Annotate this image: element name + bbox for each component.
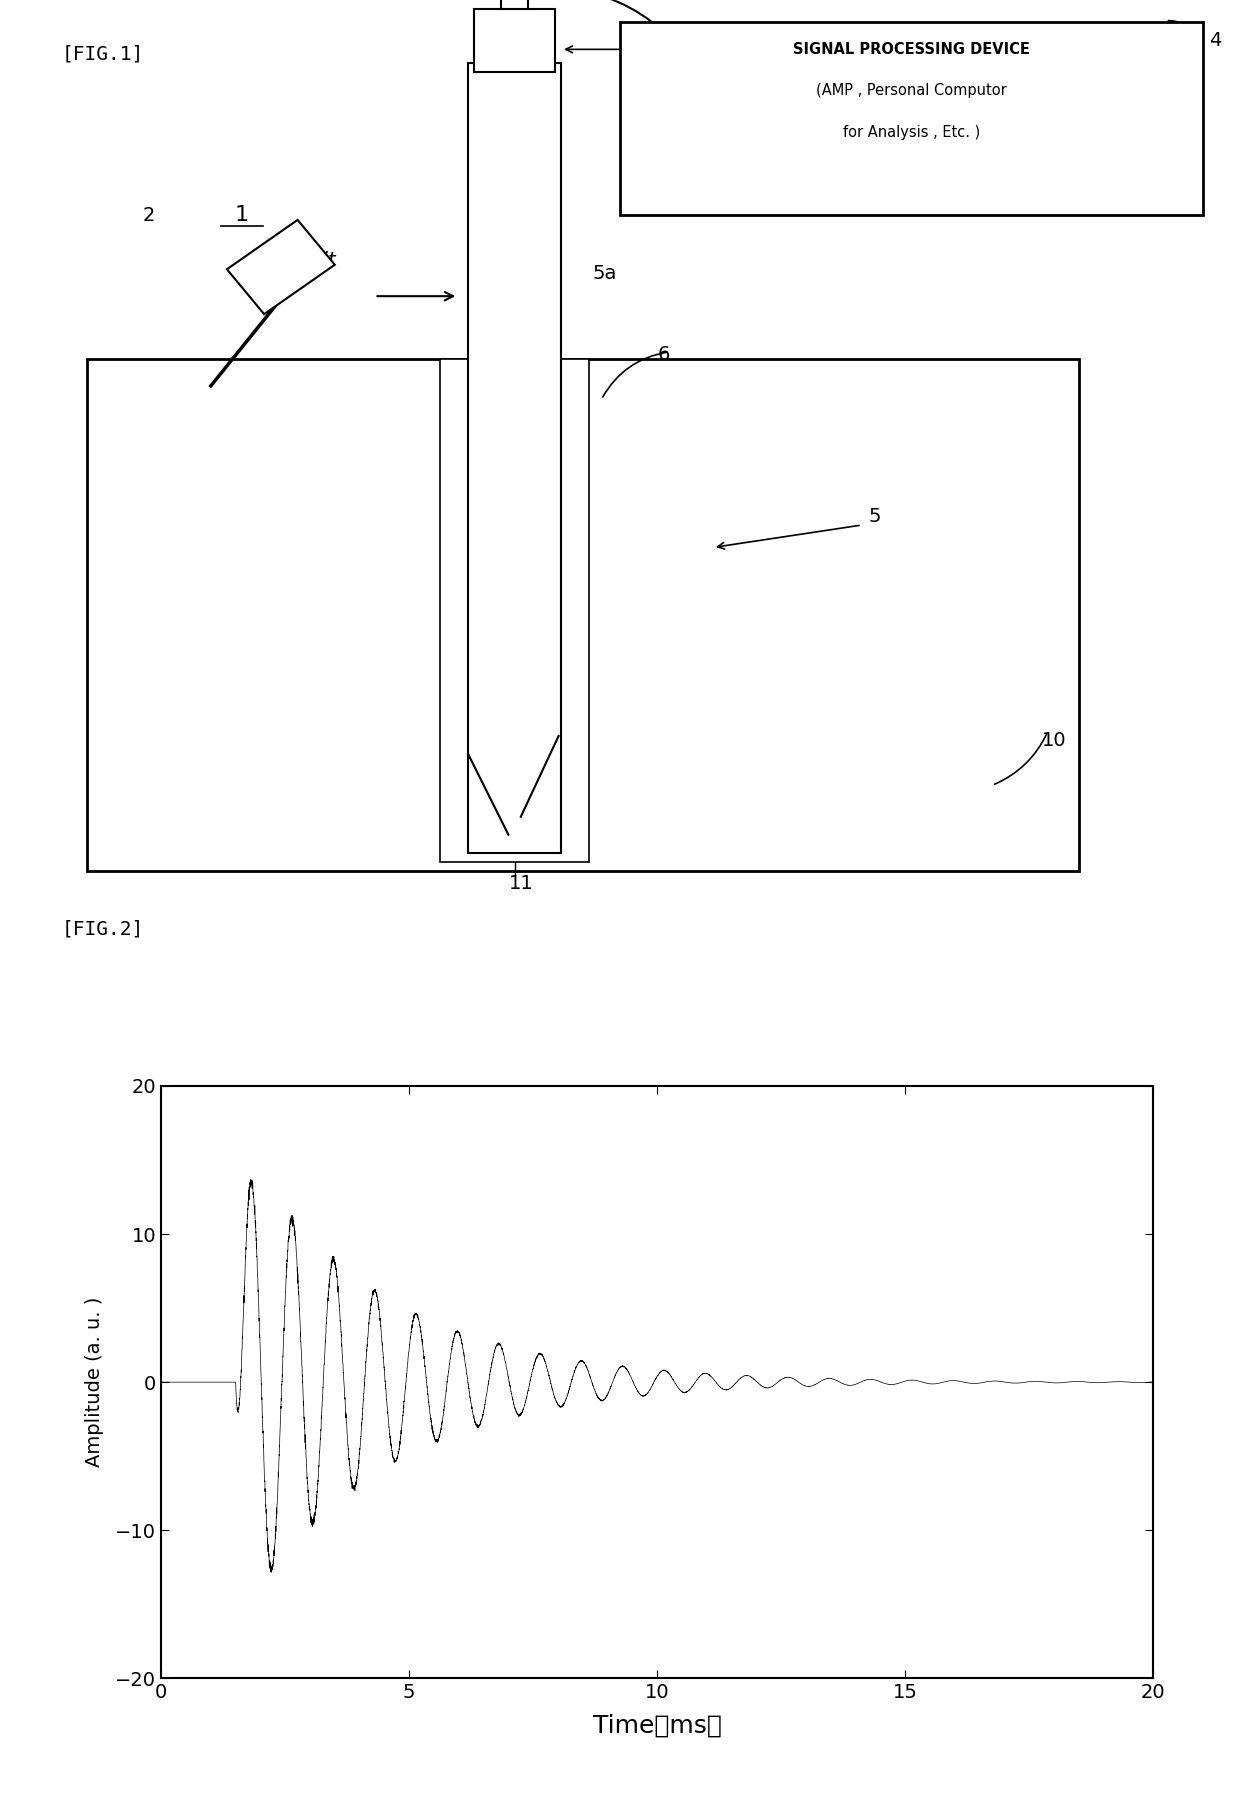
Text: 5: 5: [868, 506, 880, 526]
Text: SIGNAL PROCESSING DEVICE: SIGNAL PROCESSING DEVICE: [792, 41, 1030, 57]
Text: 10: 10: [1042, 731, 1066, 750]
Text: 4: 4: [1209, 31, 1221, 50]
Bar: [474, 9, 556, 72]
Text: [FIG.2]: [FIG.2]: [62, 919, 144, 939]
X-axis label: Time（ms）: Time（ms）: [593, 1712, 722, 1738]
Text: 1: 1: [234, 205, 249, 226]
Text: for Analysis , Etc. ): for Analysis , Etc. ): [843, 126, 980, 140]
Text: 3: 3: [676, 29, 688, 47]
Text: 2: 2: [143, 206, 155, 224]
Text: [FIG.1]: [FIG.1]: [62, 45, 144, 65]
Text: 11: 11: [508, 874, 533, 894]
Bar: [469, 63, 560, 853]
Y-axis label: Amplitude (a. u. ): Amplitude (a. u. ): [86, 1298, 104, 1467]
Polygon shape: [227, 219, 335, 314]
Bar: [501, 0, 528, 9]
Text: 5a: 5a: [593, 264, 616, 284]
FancyBboxPatch shape: [620, 22, 1203, 215]
Bar: [440, 359, 589, 862]
Text: Hit: Hit: [309, 251, 336, 269]
Text: (AMP , Personal Computor: (AMP , Personal Computor: [816, 83, 1007, 99]
Bar: [87, 359, 1079, 871]
Text: 6: 6: [657, 345, 670, 364]
